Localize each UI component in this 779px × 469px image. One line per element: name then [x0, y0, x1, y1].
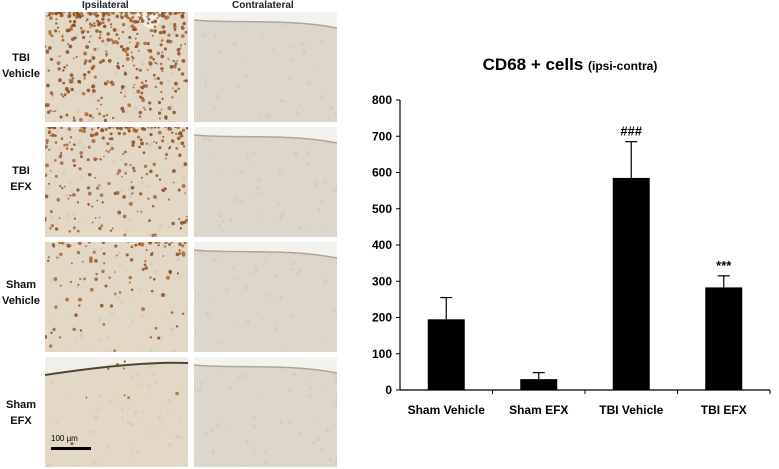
row-label-sham-vehicle: Sham Vehicle: [0, 277, 42, 309]
micrograph-image: [45, 357, 188, 467]
significance-marker: ***: [716, 258, 732, 273]
x-category-label: TBI Vehicle: [599, 403, 663, 417]
x-category-label: Sham EFX: [509, 403, 568, 417]
micrograph-image: [194, 12, 337, 122]
contralateral-column-header: Contralateral: [232, 0, 294, 11]
row-label-sham-efx: Sham EFX: [0, 397, 42, 429]
micrograph-tbi-efx-ipsilateral: [45, 127, 188, 237]
x-category-label: Sham Vehicle: [408, 403, 486, 417]
micrograph-sham-efx-ipsilateral: [45, 357, 188, 467]
row-label-line2: EFX: [10, 415, 32, 427]
chart-title: CD68 + cells (ipsi-contra): [483, 55, 658, 74]
micrograph-tbi-vehicle-ipsilateral: [45, 12, 188, 122]
micrograph-image: [45, 127, 188, 237]
micrograph-image: [194, 242, 337, 352]
micrograph-image: [45, 12, 188, 122]
x-category-label: TBI EFX: [701, 403, 747, 417]
row-label-line2: EFX: [10, 181, 32, 193]
row-label-tbi-vehicle: TBI Vehicle: [0, 50, 42, 82]
y-tick-label: 0: [385, 383, 392, 397]
bar: [427, 319, 465, 390]
row-label-line1: TBI: [12, 52, 30, 64]
y-tick-label: 800: [372, 93, 392, 107]
y-tick-label: 100: [372, 347, 392, 361]
bar: [520, 379, 558, 390]
cd68-bar-chart: CD68 + cells (ipsi-contra) 0 100 200 300 400 5…: [372, 55, 771, 417]
y-tick-label: 700: [372, 129, 392, 143]
row-label-line2: Vehicle: [2, 295, 40, 307]
micrograph-sham-efx-contralateral: [194, 357, 337, 467]
micrograph-sham-vehicle-contralateral: [194, 242, 337, 352]
micrograph-image: [194, 127, 337, 237]
row-label-line1: TBI: [12, 165, 30, 177]
row-label-line1: Sham: [6, 399, 36, 411]
y-tick-label: 500: [372, 202, 392, 216]
micrograph-tbi-vehicle-contralateral: [194, 12, 337, 122]
scale-bar-label: 100 µm: [51, 434, 78, 443]
row-label-line1: Sham: [6, 279, 36, 291]
row-label-line2: Vehicle: [2, 68, 40, 80]
chart-title-main: CD68 + cells: [483, 55, 588, 74]
chart-title-suffix: (ipsi-contra): [588, 59, 657, 73]
bar: [705, 287, 743, 390]
significance-marker: ###: [620, 124, 642, 139]
ipsilateral-column-header: Ipsilateral: [82, 0, 129, 11]
micrograph-tbi-efx-contralateral: [194, 127, 337, 237]
y-tick-label: 300: [372, 274, 392, 288]
bar: [612, 177, 650, 390]
scale-bar: [51, 447, 91, 450]
micrograph-image: [45, 242, 188, 352]
y-tick-label: 200: [372, 311, 392, 325]
y-tick-label: 600: [372, 166, 392, 180]
micrograph-sham-vehicle-ipsilateral: [45, 242, 188, 352]
y-tick-label: 400: [372, 238, 392, 252]
row-label-tbi-efx: TBI EFX: [0, 163, 42, 195]
micrograph-image: [194, 357, 337, 467]
